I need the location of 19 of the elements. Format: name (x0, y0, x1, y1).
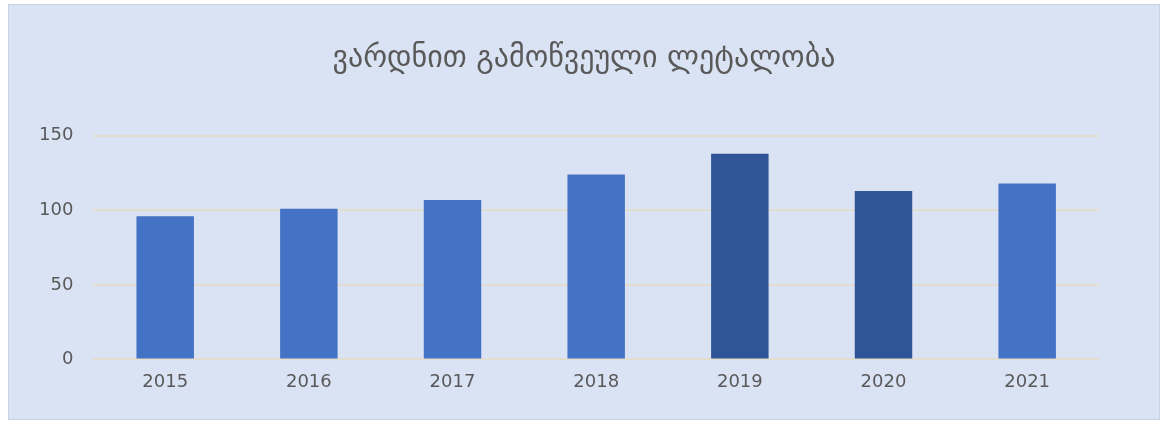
y-tick-label: 150 (39, 123, 74, 145)
y-tick-label: 50 (50, 272, 74, 294)
x-tick-label: 2020 (860, 369, 907, 391)
x-tick-label: 2016 (285, 369, 332, 391)
bar (711, 153, 769, 359)
bar (998, 183, 1056, 359)
x-tick-label: 2017 (429, 369, 476, 391)
bar (280, 208, 338, 359)
x-tick-label: 2015 (142, 369, 189, 391)
bar (423, 199, 482, 359)
x-tick-label: 2019 (716, 369, 763, 391)
bar (136, 216, 194, 359)
y-tick-label: 100 (39, 198, 74, 220)
y-tick-label: 0 (61, 347, 74, 369)
chart-title: ვარდნით გამოწვეული ლეტალობა (331, 39, 837, 74)
x-tick-label: 2021 (1004, 369, 1051, 391)
bar (854, 190, 913, 359)
bar (567, 174, 625, 359)
x-tick-label: 2018 (573, 369, 620, 391)
